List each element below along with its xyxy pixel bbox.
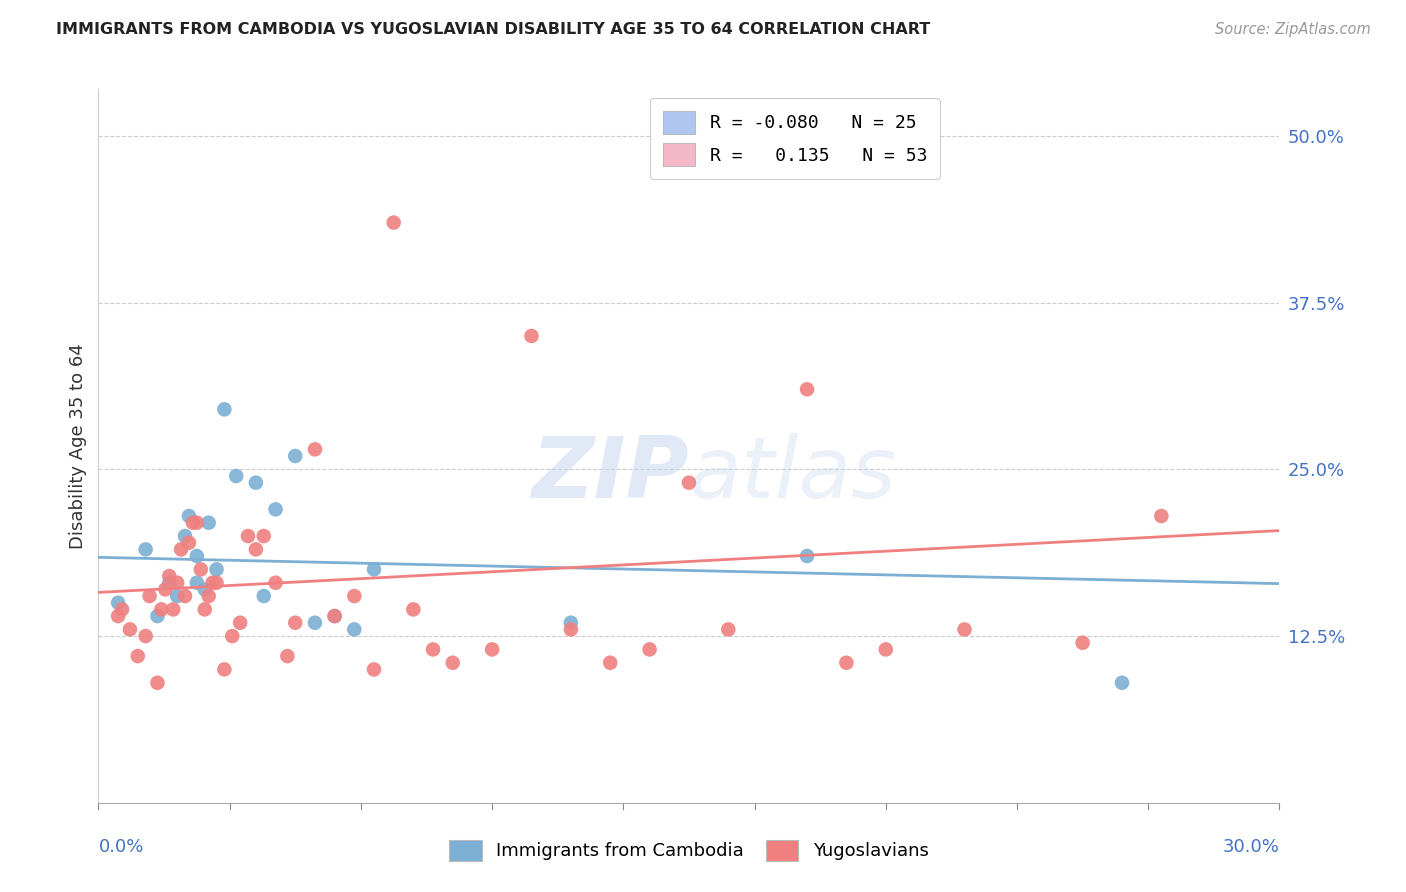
Point: [638, 642, 661, 657]
Point: [135, 629, 157, 643]
Point: [253, 589, 276, 603]
Point: [177, 535, 200, 549]
Point: [225, 469, 247, 483]
Point: [162, 602, 184, 616]
Point: [214, 662, 236, 676]
Point: [181, 516, 204, 530]
Point: [166, 575, 188, 590]
Text: atlas: atlas: [689, 433, 897, 516]
Point: [174, 589, 197, 603]
Text: Source: ZipAtlas.com: Source: ZipAtlas.com: [1215, 22, 1371, 37]
Text: 30.0%: 30.0%: [1223, 838, 1279, 856]
Point: [796, 549, 818, 563]
Point: [236, 529, 259, 543]
Point: [599, 656, 621, 670]
Point: [118, 623, 141, 637]
Point: [264, 575, 287, 590]
Point: [422, 642, 444, 657]
Point: [245, 475, 267, 490]
Point: [157, 569, 180, 583]
Point: [560, 615, 582, 630]
Point: [796, 382, 818, 396]
Point: [205, 575, 228, 590]
Point: [276, 649, 298, 664]
Point: [177, 509, 200, 524]
Point: [155, 582, 177, 597]
Point: [127, 649, 149, 664]
Point: [1150, 509, 1173, 524]
Point: [323, 609, 346, 624]
Point: [201, 575, 224, 590]
Point: [197, 589, 219, 603]
Point: [157, 575, 180, 590]
Point: [284, 615, 307, 630]
Point: [170, 542, 193, 557]
Point: [107, 596, 129, 610]
Point: [186, 549, 208, 563]
Point: [323, 609, 346, 624]
Point: [520, 329, 543, 343]
Point: [835, 656, 858, 670]
Point: [304, 615, 326, 630]
Point: [194, 582, 217, 597]
Text: IMMIGRANTS FROM CAMBODIA VS YUGOSLAVIAN DISABILITY AGE 35 TO 64 CORRELATION CHAR: IMMIGRANTS FROM CAMBODIA VS YUGOSLAVIAN …: [56, 22, 931, 37]
Point: [186, 516, 208, 530]
Point: [146, 675, 169, 690]
Point: [253, 529, 276, 543]
Point: [194, 602, 217, 616]
Point: [875, 642, 897, 657]
Point: [245, 542, 267, 557]
Point: [756, 136, 779, 150]
Point: [221, 629, 243, 643]
Point: [146, 609, 169, 624]
Point: [138, 589, 160, 603]
Point: [304, 442, 326, 457]
Point: [1111, 675, 1133, 690]
Point: [481, 642, 503, 657]
Point: [166, 589, 188, 603]
Point: [197, 516, 219, 530]
Point: [214, 402, 236, 417]
Point: [363, 562, 385, 576]
Y-axis label: Disability Age 35 to 64: Disability Age 35 to 64: [69, 343, 87, 549]
Point: [150, 602, 173, 616]
Point: [174, 529, 197, 543]
Point: [343, 623, 366, 637]
Point: [205, 562, 228, 576]
Text: ZIP: ZIP: [531, 433, 689, 516]
Point: [107, 609, 129, 624]
Point: [678, 475, 700, 490]
Point: [186, 575, 208, 590]
Point: [343, 589, 366, 603]
Point: [190, 562, 212, 576]
Point: [264, 502, 287, 516]
Legend: R = -0.080   N = 25, R =   0.135   N = 53: R = -0.080 N = 25, R = 0.135 N = 53: [650, 98, 939, 179]
Point: [111, 602, 134, 616]
Point: [229, 615, 252, 630]
Point: [1071, 636, 1094, 650]
Point: [717, 623, 740, 637]
Point: [441, 656, 464, 670]
Point: [382, 216, 405, 230]
Point: [284, 449, 307, 463]
Point: [135, 542, 157, 557]
Legend: Immigrants from Cambodia, Yugoslavians: Immigrants from Cambodia, Yugoslavians: [440, 830, 938, 870]
Text: 0.0%: 0.0%: [98, 838, 143, 856]
Point: [402, 602, 425, 616]
Point: [363, 662, 385, 676]
Point: [953, 623, 976, 637]
Point: [560, 623, 582, 637]
